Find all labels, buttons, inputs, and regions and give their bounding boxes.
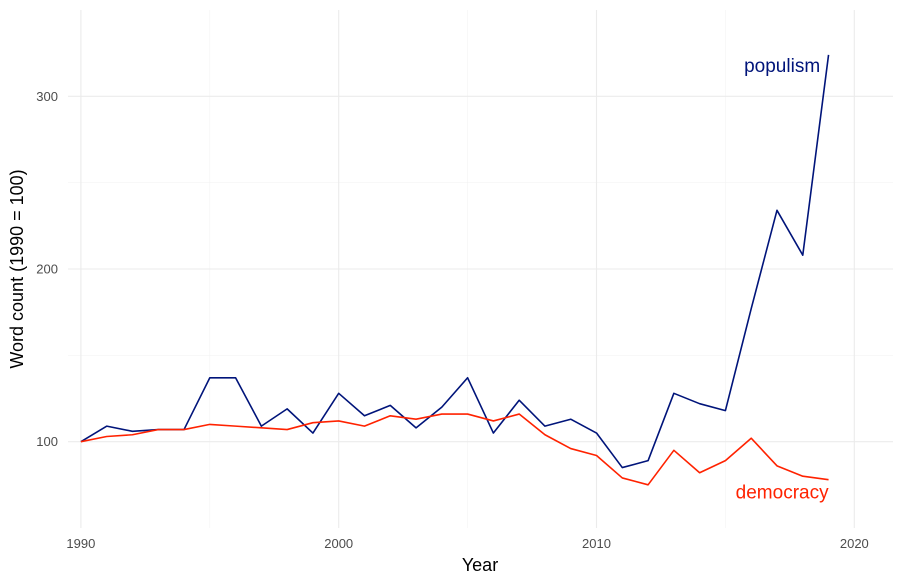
x-tick-label: 2000 [324,536,353,551]
series-labels: populism democracy [736,56,829,503]
series-line-democracy [80,413,829,486]
series-line-populism [80,54,830,469]
x-tick-label: 2020 [840,536,869,551]
series-label-populism: populism [744,56,820,77]
series-label-democracy: democracy [736,483,829,504]
y-tick-label: 200 [36,262,58,277]
series-lines [80,54,830,486]
y-tick-label: 100 [36,434,58,449]
x-tick-label: 2010 [582,536,611,551]
y-axis-title: Word count (1990 = 100) [7,169,27,368]
x-axis-tick-labels: 1990 2000 2010 2020 [66,536,868,551]
y-tick-label: 300 [36,89,58,104]
x-tick-label: 1990 [66,536,95,551]
x-axis-title: Year [462,555,498,575]
y-axis-tick-labels: 100 200 300 [36,89,58,449]
